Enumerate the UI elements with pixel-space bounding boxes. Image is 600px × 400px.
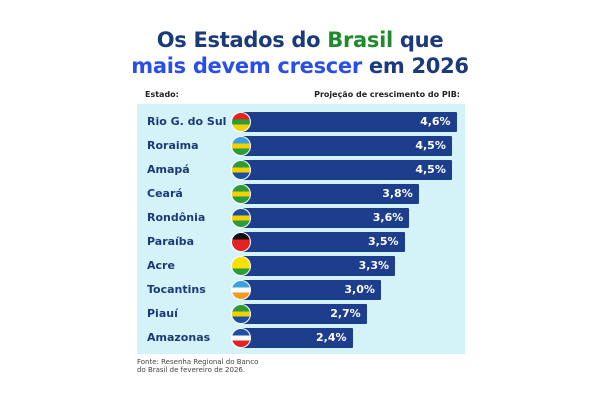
state-flag-icon <box>231 136 251 156</box>
value-label: 3,8% <box>382 187 413 200</box>
state-flag-icon <box>231 304 251 324</box>
state-flag-icon <box>231 184 251 204</box>
bar-row: Acre 3,3% <box>137 256 465 276</box>
bar-row: Piauí 2,7% <box>137 304 465 324</box>
value-label: 2,4% <box>316 331 347 344</box>
value-label: 3,6% <box>372 211 404 224</box>
bar-row: Rondônia 3,6% <box>137 208 465 228</box>
state-label: Rondônia <box>147 211 206 224</box>
bar: 4,6% <box>239 112 457 132</box>
state-label: Paraíba <box>147 235 195 248</box>
value-label: 3,5% <box>368 235 399 248</box>
bar-row: Rio G. do Sul 4,6% <box>137 112 465 132</box>
state-label: Ceará <box>147 187 183 200</box>
bar: 4,5% <box>239 160 452 180</box>
state-flag-icon <box>231 160 251 180</box>
state-label: Amapá <box>147 163 190 176</box>
state-label: Roraima <box>147 139 199 152</box>
value-label: 3,0% <box>344 283 375 296</box>
state-flag-icon <box>231 112 251 132</box>
title-text: em 2026 <box>361 54 469 78</box>
state-label: Piauí <box>147 307 178 320</box>
bar: 2,4% <box>239 328 353 348</box>
title-text: Os Estados do <box>156 28 328 52</box>
source-line: Fonte: Resenha Regional do Banco <box>137 358 259 366</box>
bar: 3,3% <box>239 256 396 276</box>
bar: 4,5% <box>239 136 452 156</box>
source-line: do Brasil de fevereiro de 2026. <box>137 366 246 374</box>
title-highlight: mais devem crescer <box>131 54 362 78</box>
bar-row: Amapá 4,5% <box>137 160 465 180</box>
state-flag-icon <box>231 208 251 228</box>
value-header: Projeção de crescimento do PIB: <box>314 90 460 99</box>
state-label: Rio G. do Sul <box>147 115 227 128</box>
title-line-1: Os Estados do Brasil que <box>0 28 600 52</box>
value-label: 4,5% <box>415 139 446 152</box>
bar: 3,5% <box>239 232 405 252</box>
bar-row: Paraíba 3,5% <box>137 232 465 252</box>
bar-row: Roraima 4,5% <box>137 136 465 156</box>
bar: 3,8% <box>239 184 419 204</box>
source-note: Fonte: Resenha Regional do Banco do Brasi… <box>137 358 258 374</box>
state-label: Amazonas <box>147 331 211 344</box>
value-label: 4,5% <box>415 163 446 176</box>
title-line-2: mais devem crescer em 2026 <box>0 54 600 78</box>
state-flag-icon <box>231 256 251 276</box>
state-header: Estado: <box>145 90 179 99</box>
bar: 2,7% <box>239 304 367 324</box>
title-highlight: Brasil <box>327 28 393 52</box>
state-flag-icon <box>231 328 251 348</box>
bar-row: Tocantins 3,0% <box>137 280 465 300</box>
state-flag-icon <box>231 232 251 252</box>
value-label: 2,7% <box>330 307 361 320</box>
state-flag-icon <box>231 280 251 300</box>
bar-row: Amazonas 2,4% <box>137 328 465 348</box>
state-label: Acre <box>147 259 175 272</box>
value-label: 3,3% <box>358 259 390 272</box>
chart-panel: Rio G. do Sul 4,6% Roraima 4,5% Amapá 4,… <box>137 104 465 354</box>
state-label: Tocantins <box>147 283 206 296</box>
bar-row: Ceará 3,8% <box>137 184 465 204</box>
value-label: 4,6% <box>420 115 451 128</box>
bar: 3,6% <box>239 208 410 228</box>
title-text: que <box>392 28 444 52</box>
bar: 3,0% <box>239 280 381 300</box>
